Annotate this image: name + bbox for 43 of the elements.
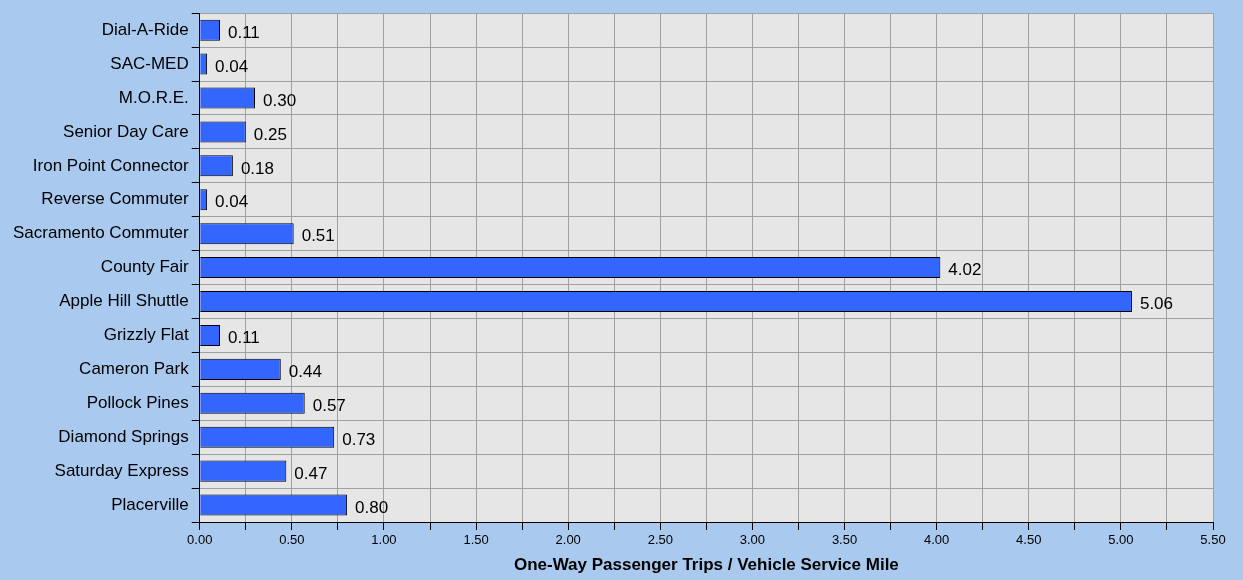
x-tick-label: 4.00 [924,532,950,548]
y-tick-label: Dial-A-Ride [101,19,189,39]
data-label: 0.73 [342,429,376,449]
x-tick-label: 1.50 [463,532,489,548]
y-tick-label: SAC-MED [110,53,189,73]
data-label: 0.47 [294,463,328,483]
x-tick-label: 0.00 [187,532,213,548]
data-label: 0.04 [215,192,249,212]
data-label: 0.30 [263,90,297,110]
data-label: 4.02 [948,260,982,280]
y-tick-label: Cameron Park [79,359,190,379]
x-tick-label: 3.50 [831,532,858,548]
y-tick-label: Iron Point Connector [32,155,190,175]
x-tick-label: 1.00 [371,532,397,548]
y-tick-label: Senior Day Care [63,121,189,141]
x-tick-label: 5.00 [1108,532,1134,548]
y-tick-label: County Fair [100,257,190,277]
data-label: 0.18 [240,158,274,178]
data-label: 0.11 [227,22,260,42]
x-tick-label: 0.50 [279,532,305,548]
x-tick-label: 5.50 [1200,532,1226,548]
x-tick-label: 2.50 [647,532,673,548]
data-label: 0.11 [227,328,260,348]
y-tick-label: Diamond Springs [58,426,189,446]
x-tick-label: 2.00 [555,532,581,548]
data-label: 0.80 [355,497,389,517]
y-tick-label: Sacramento Commuter [12,223,190,243]
data-label: 0.25 [253,124,287,144]
y-tick-label: Grizzly Flat [103,325,189,345]
y-tick-label: Pollock Pines [86,392,189,412]
data-label: 0.57 [312,395,346,415]
y-tick-label: Placerville [111,494,189,514]
y-tick-label: M.O.R.E. [118,87,189,107]
x-tick-label: 4.50 [1016,532,1042,548]
data-label: 0.44 [288,362,322,382]
data-label: 0.04 [215,56,249,76]
y-tick-label: Apple Hill Shuttle [59,291,189,311]
data-label: 5.06 [1139,294,1174,314]
x-axis-title: One-Way Passenger Trips / Vehicle Service Mile [513,555,899,575]
x-tick-label: 3.00 [739,532,766,548]
y-tick-label: Saturday Express [54,460,189,480]
data-label: 0.51 [301,226,335,246]
y-tick-label: Reverse Commuter [41,189,190,209]
